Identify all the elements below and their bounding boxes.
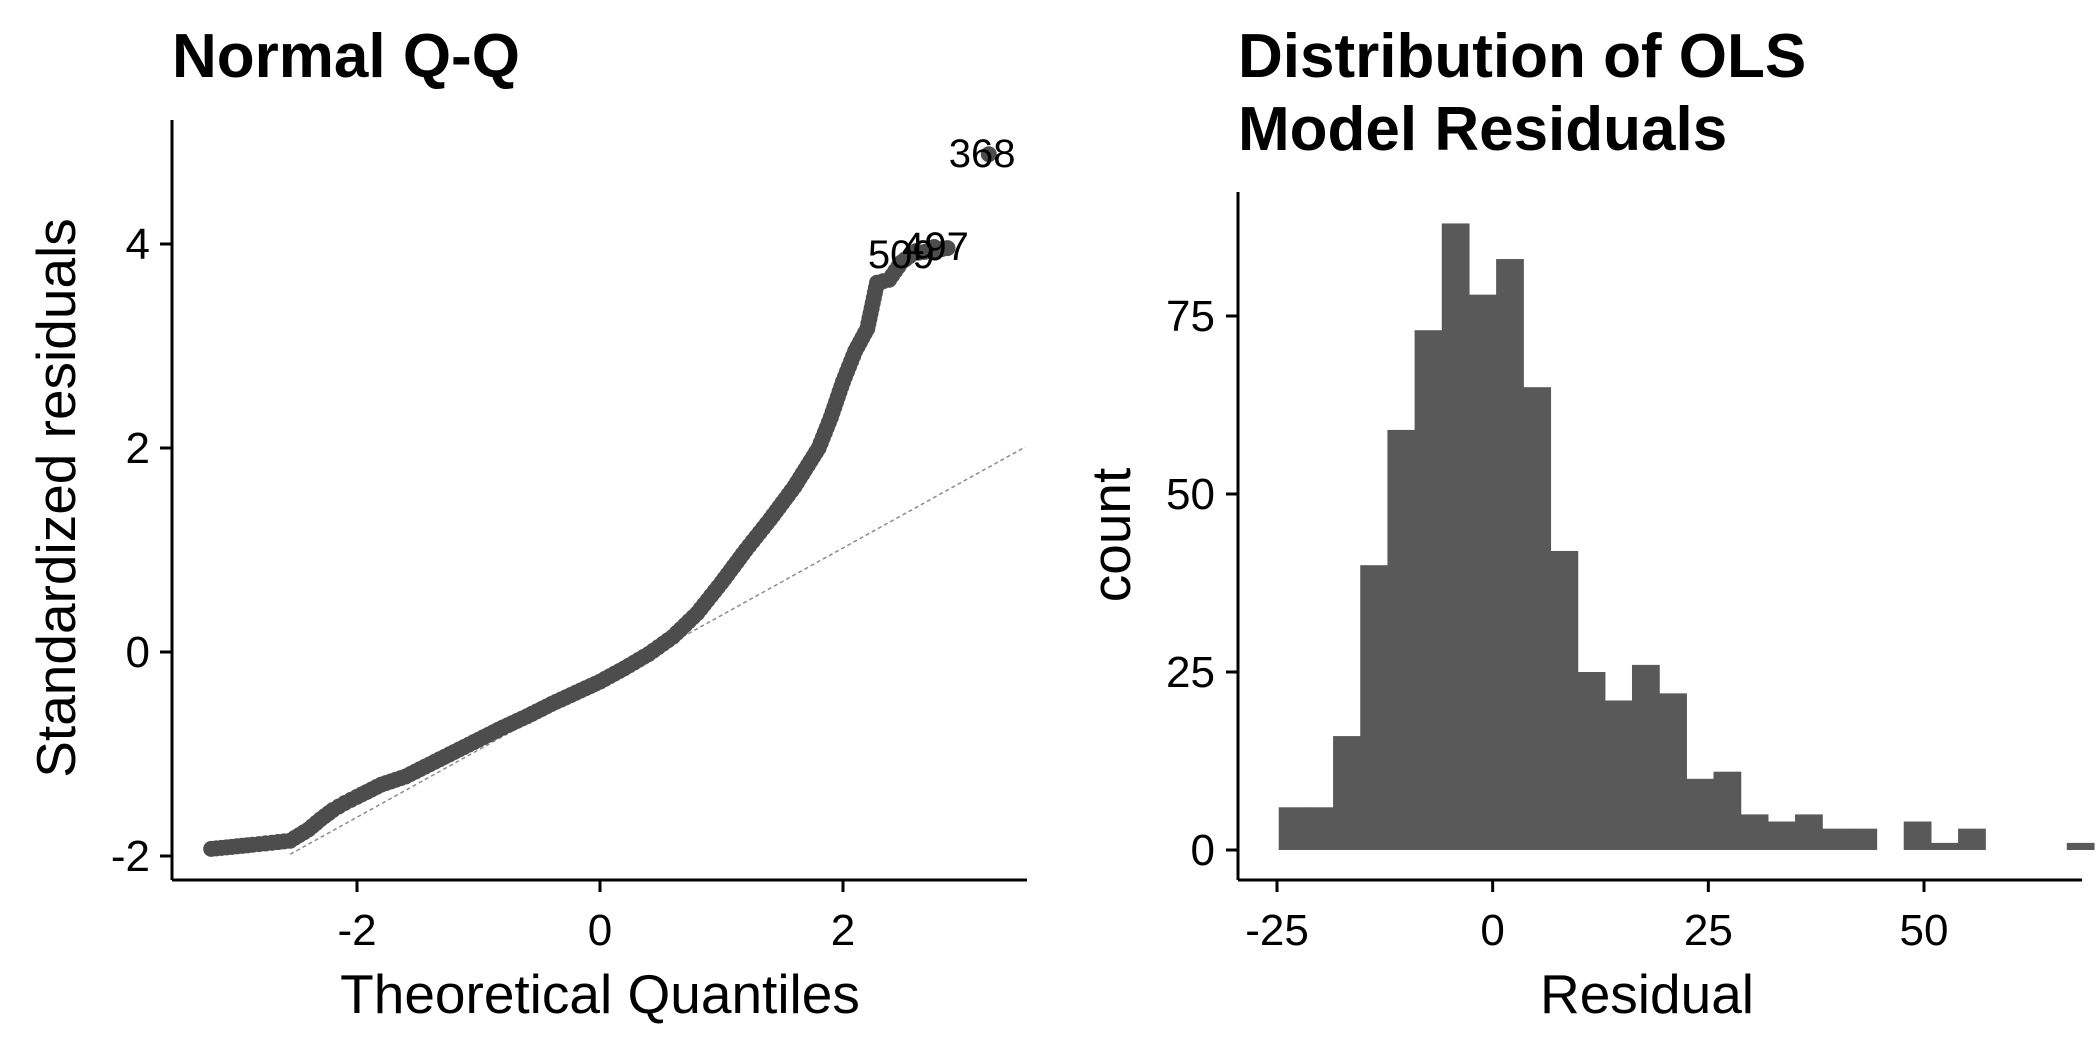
histogram-axis-ticks: -25 0 25 50 0 25 50 75: [1166, 292, 1948, 955]
histogram-bar: [1930, 842, 1959, 850]
qq-x-axis-title: Theoretical Quantiles: [340, 963, 860, 1025]
histogram-bar: [1387, 429, 1416, 850]
histogram-x-tick-label: -25: [1245, 906, 1309, 955]
histogram-y-tick-label: 25: [1166, 648, 1215, 697]
qq-y-tick-label: 2: [126, 424, 150, 473]
histogram-x-tick-label: 0: [1480, 906, 1504, 955]
histogram-bar: [1333, 736, 1361, 850]
histogram-bar: [1278, 807, 1307, 850]
qq-x-tick-label: 0: [588, 906, 612, 955]
histogram-bar: [1795, 814, 1823, 850]
histogram-bar: [1659, 693, 1687, 850]
qq-points-group: [203, 146, 997, 857]
histogram-bar: [1441, 223, 1470, 850]
qq-plot-panel: Normal Q-Q Standardized residuals Theore…: [25, 22, 1027, 1025]
histogram-y-tick-label: 75: [1166, 292, 1215, 341]
histogram-bar: [1523, 387, 1552, 850]
histogram-bar: [1713, 771, 1742, 850]
histogram-bar: [2066, 842, 2095, 850]
histogram-bar: [1822, 828, 1850, 850]
histogram-bar: [1496, 259, 1524, 850]
qq-x-tick-label: 2: [831, 906, 855, 955]
histogram-bar: [1903, 821, 1932, 850]
histogram-panel: Distribution of OLS Model Residuals coun…: [1080, 22, 2095, 1025]
qq-outlier-label: 368: [949, 132, 1016, 176]
histogram-bar: [1686, 778, 1715, 850]
histogram-y-axis-title: count: [1080, 468, 1142, 603]
qq-outlier-point: [926, 239, 943, 256]
qq-outlier-label: 509: [868, 233, 935, 277]
histogram-title-line-1: Distribution of OLS: [1238, 22, 1806, 91]
histogram-bar: [1468, 294, 1497, 850]
qq-outlier-point: [980, 146, 997, 163]
histogram-bar: [1414, 330, 1443, 850]
histogram-bar: [1740, 814, 1769, 850]
histogram-bars-group: [1278, 223, 2095, 850]
histogram-title-line-2: Model Residuals: [1238, 95, 1727, 164]
histogram-bar: [1305, 807, 1334, 850]
qq-y-tick-label: -2: [111, 832, 150, 881]
histogram-bar: [1631, 664, 1660, 850]
qq-y-tick-label: 0: [126, 628, 150, 677]
histogram-bar: [1550, 550, 1579, 850]
histogram-bar: [1958, 828, 1986, 850]
qq-outlier-label: 497: [902, 225, 969, 269]
qq-y-axis-title: Standardized residuals: [25, 218, 87, 778]
qq-outlier-point: [907, 243, 924, 260]
histogram-x-tick-label: 50: [1900, 906, 1949, 955]
histogram-bar: [1577, 672, 1606, 850]
histogram-bar: [1849, 828, 1878, 850]
histogram-x-tick-label: 25: [1684, 906, 1733, 955]
qq-x-tick-label: -2: [337, 906, 376, 955]
histogram-bar: [1604, 700, 1633, 850]
qq-axis-ticks: -2 0 2 -2 0 2 4: [111, 220, 855, 955]
histogram-x-axis-title: Residual: [1540, 963, 1754, 1025]
qq-point: [939, 240, 956, 257]
qq-y-tick-label: 4: [126, 220, 150, 269]
histogram-bar: [1767, 821, 1796, 850]
histogram-bar: [1360, 565, 1389, 850]
histogram-y-tick-label: 50: [1166, 470, 1215, 519]
qq-plot-title: Normal Q-Q: [172, 22, 520, 91]
histogram-y-tick-label: 0: [1191, 826, 1215, 875]
